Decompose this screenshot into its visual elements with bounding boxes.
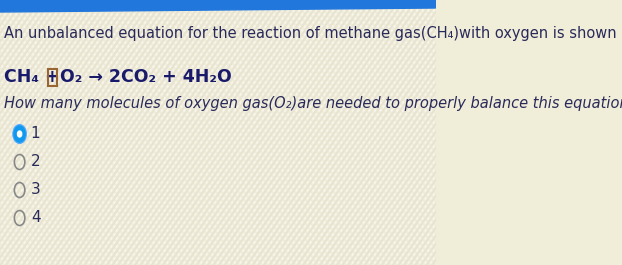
Circle shape	[14, 126, 26, 142]
Text: An unbalanced equation for the reaction of methane gas(CH₄)with oxygen is shown : An unbalanced equation for the reaction …	[4, 26, 622, 41]
Polygon shape	[0, 0, 435, 12]
Bar	[48, 69, 57, 86]
Text: How many molecules of oxygen gas(O₂)are needed to properly balance this equation: How many molecules of oxygen gas(O₂)are …	[4, 96, 622, 111]
Circle shape	[17, 131, 22, 137]
Text: O₂ → 2CO₂ + 4H₂O: O₂ → 2CO₂ + 4H₂O	[60, 68, 232, 86]
Text: 4: 4	[31, 210, 40, 226]
Text: 3: 3	[31, 183, 40, 197]
Text: 2: 2	[31, 154, 40, 170]
Text: CH₄ +: CH₄ +	[4, 68, 60, 86]
Text: 1: 1	[31, 126, 40, 142]
